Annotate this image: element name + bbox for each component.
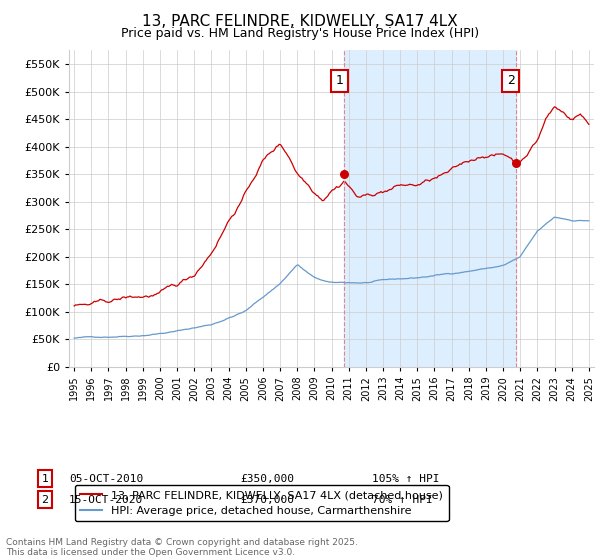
- Text: 2: 2: [507, 74, 515, 87]
- Text: 105% ↑ HPI: 105% ↑ HPI: [372, 474, 439, 484]
- Text: 13, PARC FELINDRE, KIDWELLY, SA17 4LX: 13, PARC FELINDRE, KIDWELLY, SA17 4LX: [142, 14, 458, 29]
- Text: Contains HM Land Registry data © Crown copyright and database right 2025.
This d: Contains HM Land Registry data © Crown c…: [6, 538, 358, 557]
- Text: Price paid vs. HM Land Registry's House Price Index (HPI): Price paid vs. HM Land Registry's House …: [121, 27, 479, 40]
- Text: £370,000: £370,000: [240, 494, 294, 505]
- Legend: 13, PARC FELINDRE, KIDWELLY, SA17 4LX (detached house), HPI: Average price, deta: 13, PARC FELINDRE, KIDWELLY, SA17 4LX (d…: [74, 484, 449, 521]
- Text: 2: 2: [41, 494, 49, 505]
- Text: £350,000: £350,000: [240, 474, 294, 484]
- Point: [340, 170, 349, 179]
- Text: 15-OCT-2020: 15-OCT-2020: [69, 494, 143, 505]
- Text: 70% ↑ HPI: 70% ↑ HPI: [372, 494, 433, 505]
- Text: 1: 1: [335, 74, 343, 87]
- Point: [511, 158, 521, 167]
- Text: 05-OCT-2010: 05-OCT-2010: [69, 474, 143, 484]
- Bar: [344, 50, 516, 367]
- Text: 1: 1: [41, 474, 49, 484]
